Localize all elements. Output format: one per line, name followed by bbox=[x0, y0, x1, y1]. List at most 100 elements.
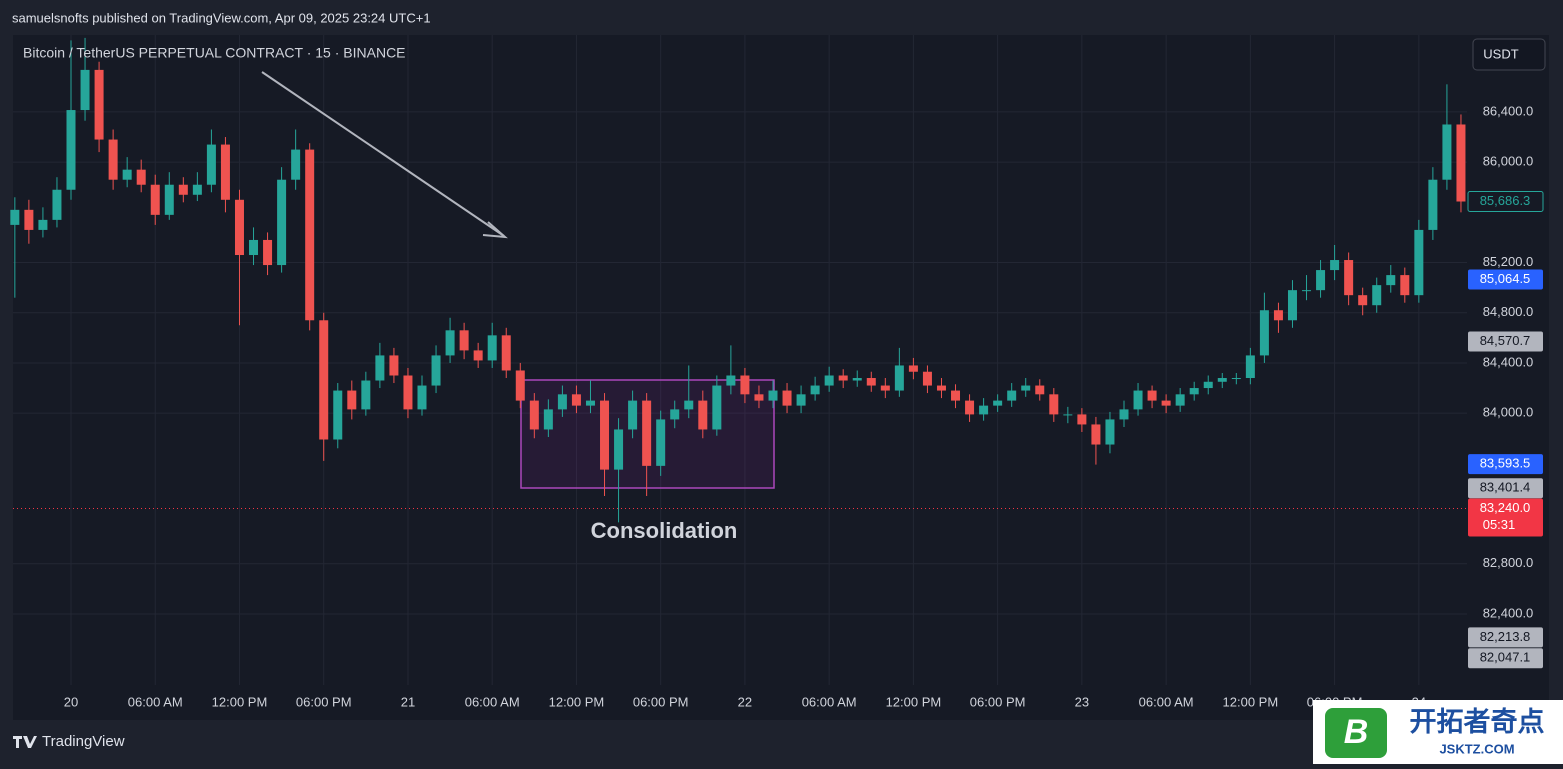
footer-logo: TradingView bbox=[13, 733, 125, 750]
candle-body bbox=[936, 385, 946, 391]
candle-body bbox=[642, 400, 652, 466]
currency: USDT bbox=[1483, 46, 1518, 61]
candle-body bbox=[1147, 390, 1157, 401]
candle-body bbox=[585, 400, 595, 406]
candle-body bbox=[1007, 390, 1017, 401]
candle-body bbox=[389, 355, 399, 376]
candle-body bbox=[10, 209, 20, 225]
price-marker-label: 82,213.8 bbox=[1480, 629, 1531, 644]
candle-body bbox=[361, 380, 371, 410]
candle-body bbox=[1316, 270, 1326, 291]
price-marker bbox=[1468, 648, 1543, 669]
candle-body bbox=[740, 375, 750, 395]
candle-body bbox=[263, 239, 273, 266]
candle-body bbox=[501, 335, 511, 371]
y-tick-label: 82,800.0 bbox=[1483, 555, 1534, 570]
annotation: Consolidation bbox=[591, 518, 738, 543]
candle-body bbox=[164, 184, 174, 215]
price-axis bbox=[1467, 35, 1549, 685]
watermark-logo-bg bbox=[1325, 708, 1387, 758]
x-tick-label: 12:00 PM bbox=[212, 694, 268, 709]
price-marker-label: 84,570.7 bbox=[1480, 333, 1531, 348]
candle-body bbox=[796, 394, 806, 406]
candle-body bbox=[38, 219, 48, 230]
candle-body bbox=[403, 375, 413, 410]
y-tick-label: 84,000.0 bbox=[1483, 405, 1534, 420]
price-marker bbox=[1468, 454, 1543, 475]
candle-body bbox=[136, 169, 146, 185]
logo-icon bbox=[13, 736, 37, 748]
currency-box[interactable] bbox=[1472, 38, 1546, 71]
price-marker bbox=[1468, 478, 1543, 499]
plot-area bbox=[13, 35, 1467, 685]
x-tick-label: 06:00 AM bbox=[128, 694, 183, 709]
candle-body bbox=[1091, 424, 1101, 445]
candle-body bbox=[1400, 275, 1410, 296]
candle-body bbox=[951, 390, 961, 401]
candle-body bbox=[908, 365, 918, 372]
price-marker bbox=[1467, 191, 1544, 213]
candle-body bbox=[375, 355, 385, 381]
candle-body bbox=[459, 330, 469, 351]
x-tick-label: 06:00 AM bbox=[1139, 694, 1194, 709]
candle-body bbox=[178, 184, 188, 195]
candle-body bbox=[1287, 290, 1297, 321]
candle-body bbox=[1273, 310, 1283, 321]
candle-body bbox=[80, 69, 90, 111]
candle-body bbox=[571, 394, 581, 406]
price-marker-label: 85,064.5 bbox=[1480, 271, 1531, 286]
x-tick-label: 23 bbox=[1075, 694, 1089, 709]
candle-body bbox=[993, 400, 1003, 406]
candle-body bbox=[417, 385, 427, 410]
price-marker bbox=[1468, 498, 1543, 537]
price-marker-label: 83,401.4 bbox=[1480, 480, 1531, 495]
price-marker-label: 83,593.5 bbox=[1480, 456, 1531, 471]
candle-body bbox=[319, 320, 329, 440]
y-tick-label: 84,800.0 bbox=[1483, 304, 1534, 319]
candle-body bbox=[894, 365, 904, 391]
candle-body bbox=[1245, 355, 1255, 379]
candle-body bbox=[192, 184, 202, 195]
candle-body bbox=[1414, 229, 1424, 296]
footer: TradingView bbox=[42, 733, 125, 750]
candle-body bbox=[1302, 290, 1312, 292]
candle-body bbox=[1217, 378, 1227, 382]
trend-arrow bbox=[261, 71, 505, 237]
candle-body bbox=[543, 409, 553, 430]
candle-body bbox=[810, 385, 820, 395]
watermark-title: 开拓者奇点 bbox=[1410, 707, 1545, 737]
candle-body bbox=[656, 419, 666, 466]
x-tick-label: 22 bbox=[738, 694, 752, 709]
candle-body bbox=[600, 400, 610, 470]
candle-body bbox=[1428, 179, 1438, 230]
candle-body bbox=[249, 239, 259, 256]
candle-body bbox=[866, 378, 876, 386]
candle-body bbox=[1119, 409, 1129, 420]
candle-body bbox=[94, 69, 104, 140]
price-marker-countdown: 05:31 bbox=[1483, 517, 1516, 532]
watermark: B 开拓者奇点 JSKTZ.COM bbox=[1313, 700, 1563, 764]
candle-body bbox=[108, 139, 118, 180]
candle-body bbox=[1358, 295, 1368, 306]
candle-body bbox=[1456, 124, 1466, 202]
candle-body bbox=[206, 144, 216, 185]
candle-body bbox=[824, 375, 834, 386]
x-tick-label: 06:00 PM bbox=[633, 694, 689, 709]
x-tick-label: 12:00 PM bbox=[886, 694, 942, 709]
candle-body bbox=[1049, 394, 1059, 415]
candle-body bbox=[1386, 275, 1396, 286]
candle-body bbox=[1203, 381, 1213, 389]
x-tick-label: 20 bbox=[64, 694, 78, 709]
candle-body bbox=[880, 385, 890, 391]
x-tick-label: 06:00 PM bbox=[970, 694, 1026, 709]
candle-body bbox=[1372, 285, 1382, 306]
candle-body bbox=[220, 144, 230, 200]
x-tick-label: 06:00 AM bbox=[465, 694, 520, 709]
candle-body bbox=[66, 110, 76, 190]
candle-body bbox=[277, 179, 287, 266]
candle-body bbox=[52, 189, 62, 220]
symbol-title: Bitcoin / TetherUS PERPETUAL CONTRACT · … bbox=[23, 45, 406, 61]
candle-body bbox=[1105, 419, 1115, 445]
candle-body bbox=[979, 405, 989, 415]
